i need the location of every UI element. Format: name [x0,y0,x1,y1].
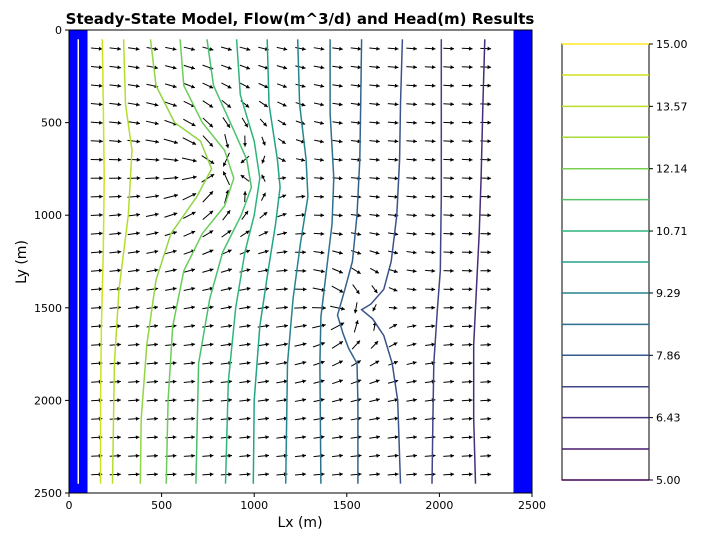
x-tick-label: 2000 [425,499,453,512]
right-boundary-strip [513,30,532,493]
colorbar-tick-label: 13.57 [656,100,688,113]
colorbar-tick-label: 7.86 [656,349,681,362]
plot-background [69,30,532,493]
x-tick-label: 2500 [518,499,546,512]
y-axis-label: Ly (m) [14,240,30,284]
colorbar-tick-label: 6.43 [656,412,681,425]
colorbar-tick-label: 12.14 [656,163,688,176]
plot-area: 0 500 1000 1500 2000 2500 0 500 1000 1500 2000 2500 [34,24,546,512]
x-tick-label: 500 [151,499,172,512]
chart-title: Steady-State Model, Flow(m^3/d) and Head… [66,10,535,28]
y-tick-label: 2000 [34,394,62,407]
y-tick-label: 0 [55,24,62,37]
y-tick-label: 1000 [34,209,62,222]
y-tick-label: 500 [41,117,62,130]
colorbar-tick-label: 9.29 [656,287,681,300]
x-tick-label: 0 [66,499,73,512]
colorbar: 15.00 13.57 12.14 10.71 9.29 7.86 6.43 5.00 [562,38,688,487]
y-tick-label: 2500 [34,487,62,500]
y-tick-label: 1500 [34,302,62,315]
x-axis-label: Lx (m) [277,515,322,531]
colorbar-tick-label: 10.71 [656,225,688,238]
colorbar-tick-label: 5.00 [656,474,681,487]
colorbar-tick-label: 15.00 [656,38,688,51]
x-tick-label: 1500 [333,499,361,512]
x-tick-label: 1000 [240,499,268,512]
